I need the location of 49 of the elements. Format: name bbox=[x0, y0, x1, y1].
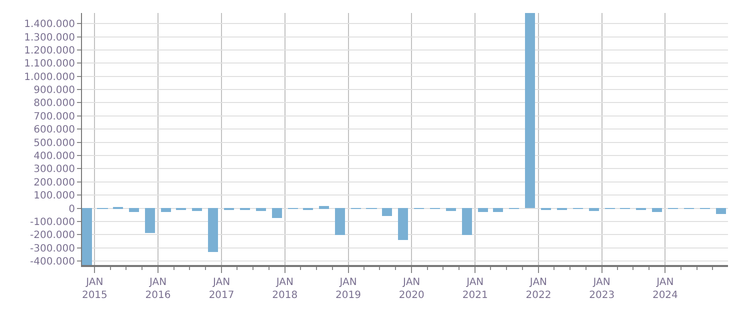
y-tick-label: -400.000 bbox=[30, 256, 75, 268]
y-tick-label: 400.000 bbox=[34, 150, 75, 162]
bar bbox=[272, 208, 282, 218]
y-tick-label: -200.000 bbox=[30, 230, 75, 242]
x-tick-label: JAN 2019 bbox=[336, 277, 361, 301]
y-tick-label: 700.000 bbox=[34, 111, 75, 122]
y-tick-label: 800.000 bbox=[34, 98, 75, 110]
y-tick-label: 200.000 bbox=[34, 177, 75, 188]
y-tick-label: 900.000 bbox=[34, 85, 75, 96]
bar bbox=[82, 208, 92, 265]
bar bbox=[319, 206, 329, 209]
y-tick-label: 500.000 bbox=[34, 138, 75, 149]
x-tick-label: JAN 2021 bbox=[462, 277, 488, 301]
x-tick-label: JAN 2018 bbox=[272, 277, 298, 301]
bar bbox=[161, 208, 171, 212]
bar bbox=[478, 208, 488, 212]
y-tick-label: 600.000 bbox=[34, 124, 75, 136]
x-tick-label: JAN 2022 bbox=[526, 277, 552, 301]
bar bbox=[335, 208, 345, 235]
bar bbox=[525, 13, 535, 208]
x-tick-label: JAN 2020 bbox=[398, 277, 424, 301]
bar bbox=[462, 208, 472, 235]
y-tick-label: 100.000 bbox=[34, 190, 75, 202]
bar bbox=[589, 208, 599, 211]
bar bbox=[652, 208, 662, 212]
bar bbox=[208, 208, 218, 252]
y-tick-label: 300.000 bbox=[34, 164, 75, 176]
x-tick-label: JAN 2016 bbox=[145, 277, 171, 301]
bar bbox=[256, 208, 266, 211]
y-tick-label: 1.200.000 bbox=[24, 45, 75, 56]
bar bbox=[493, 208, 503, 212]
bar bbox=[145, 208, 155, 233]
bar bbox=[716, 208, 726, 214]
x-tick-label: JAN 2017 bbox=[208, 277, 234, 301]
bar bbox=[398, 208, 408, 240]
y-tick-label: 1.300.000 bbox=[24, 32, 75, 44]
y-tick-label: -300.000 bbox=[30, 243, 75, 254]
y-tick-label: 1.400.000 bbox=[24, 19, 75, 30]
x-tick-label: JAN 2023 bbox=[589, 277, 615, 301]
x-tick-label: JAN 2015 bbox=[82, 277, 108, 301]
y-tick-label: -100.000 bbox=[30, 216, 75, 228]
y-tick-label: 1.100.000 bbox=[24, 58, 75, 70]
x-tick-label: JAN 2024 bbox=[652, 277, 678, 301]
bar bbox=[129, 208, 139, 212]
bar bbox=[446, 208, 456, 211]
y-tick-label: 0 bbox=[68, 204, 75, 215]
bar bbox=[382, 208, 392, 216]
y-tick-label: 1.000.000 bbox=[24, 72, 75, 83]
bar bbox=[192, 208, 202, 211]
